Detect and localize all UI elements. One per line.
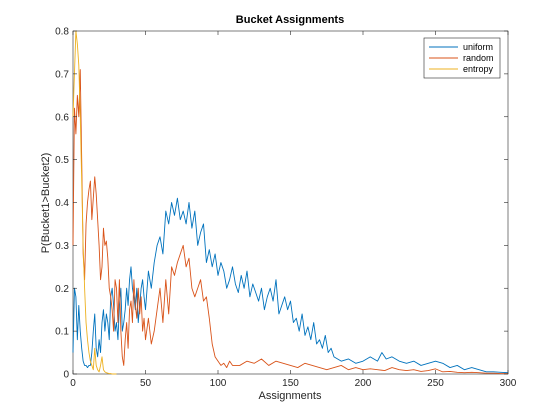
x-tick-label: 300 <box>500 378 517 389</box>
y-tick-label: 0.7 <box>55 69 69 80</box>
x-axis-ticks: 0 50 100 150 200 250 300 <box>70 31 517 389</box>
legend-label-uniform: uniform <box>463 42 493 52</box>
y-tick-label: 0 <box>63 370 69 381</box>
x-tick-label: 250 <box>427 378 444 389</box>
series-layer <box>72 30 509 375</box>
y-tick-label: 0.3 <box>55 241 69 252</box>
series-line-entropy <box>72 30 117 375</box>
x-tick-label: 0 <box>70 378 76 389</box>
y-tick-label: 0.1 <box>55 327 69 338</box>
y-tick-label: 0.4 <box>55 198 69 209</box>
series-line-uniform <box>72 197 509 374</box>
plot-area: 0 50 100 150 200 250 300 0 0.1 0.2 0.3 0.4 0.5 0.6 0.… <box>55 27 517 390</box>
legend-label-random: random <box>463 53 494 63</box>
x-tick-label: 200 <box>355 378 372 389</box>
y-axis-ticks: 0 0.1 0.2 0.3 0.4 0.5 0.6 0.7 0.8 <box>55 27 508 381</box>
y-tick-label: 0.5 <box>55 155 69 166</box>
x-tick-label: 150 <box>282 378 299 389</box>
y-tick-label: 0.2 <box>55 284 69 295</box>
x-tick-label: 50 <box>140 378 152 389</box>
x-tick-label: 100 <box>210 378 227 389</box>
chart-title: Bucket Assignments <box>236 14 344 26</box>
y-tick-label: 0.8 <box>55 27 69 38</box>
axes-box <box>72 30 509 375</box>
x-axis-label: Assignments <box>259 390 322 402</box>
y-axis-label: P(Bucket1>Bucket2) <box>40 153 52 254</box>
legend-label-entropy: entropy <box>463 64 494 74</box>
y-tick-label: 0.6 <box>55 112 69 123</box>
series-line-random <box>72 69 508 375</box>
